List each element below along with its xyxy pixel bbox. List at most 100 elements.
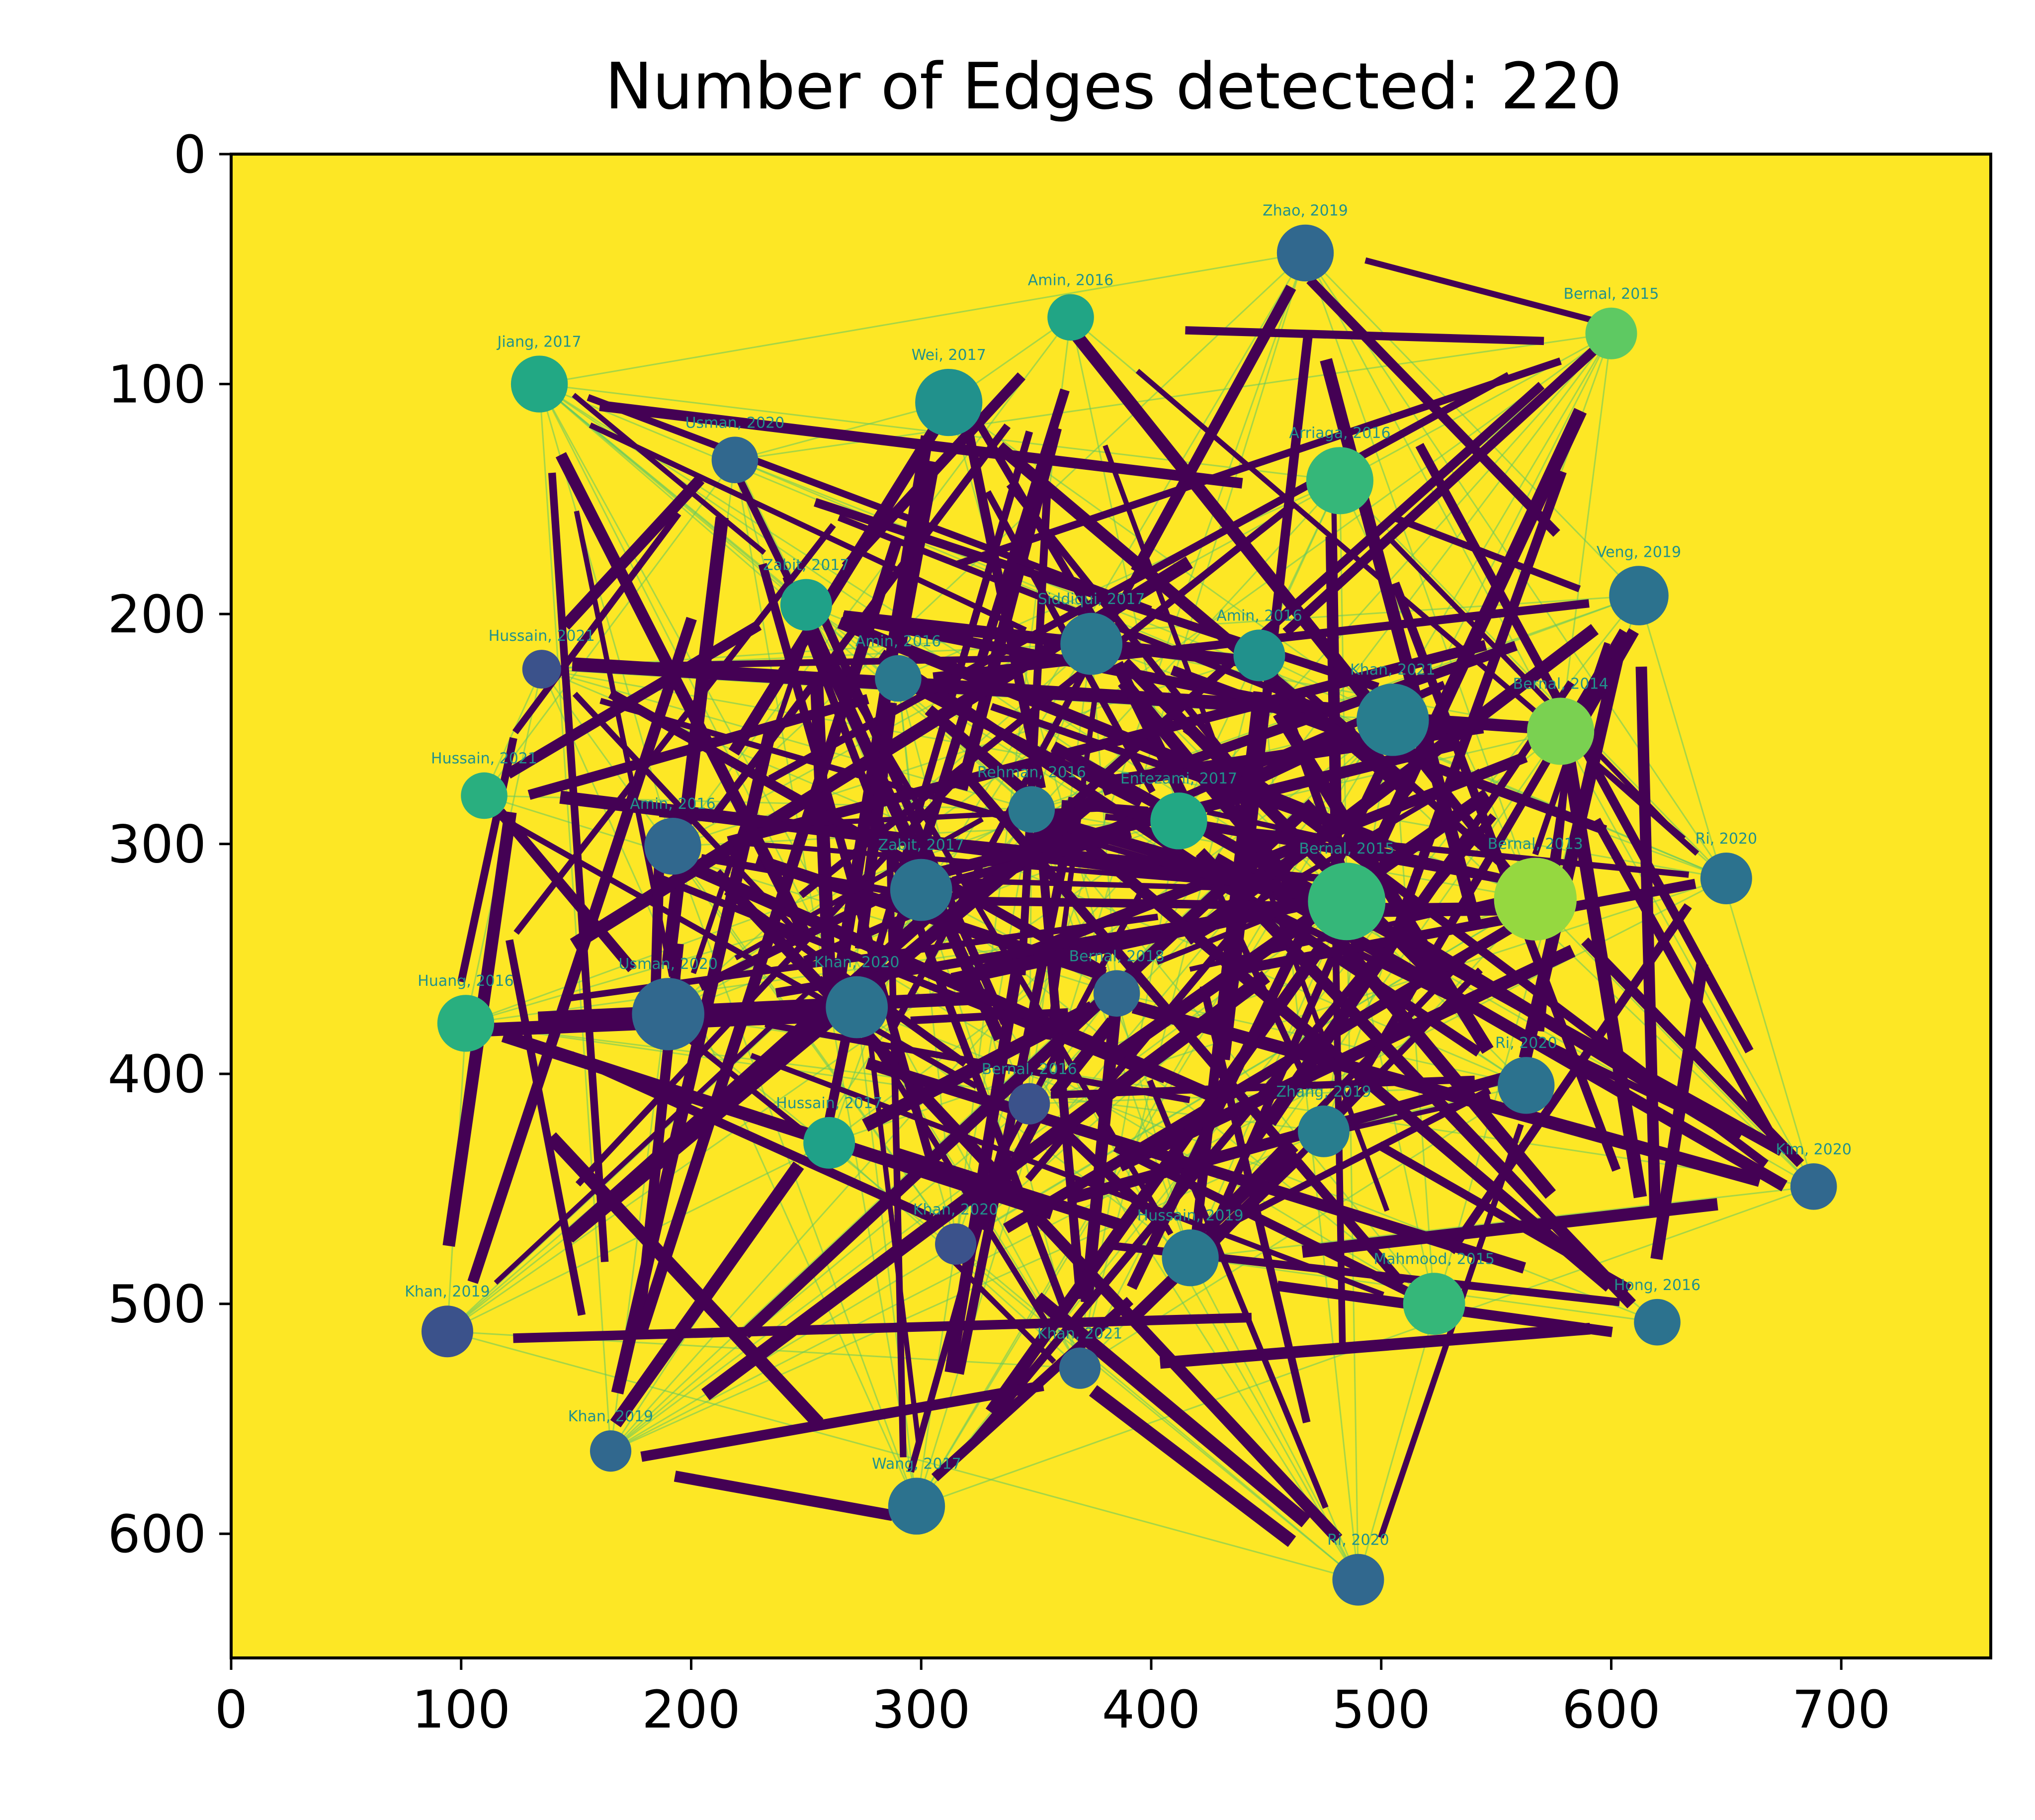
detected-edge — [575, 765, 971, 1187]
network-node — [632, 978, 705, 1050]
detected-edge — [496, 808, 636, 972]
node-label: Amin, 2016 — [855, 633, 941, 650]
detected-edge — [537, 991, 983, 1025]
network-node — [803, 1117, 855, 1169]
detected-edge — [650, 858, 665, 987]
thin-edge — [1560, 333, 1612, 732]
detected-edge — [951, 829, 1132, 885]
detected-edge — [1273, 709, 1494, 1054]
network-node — [915, 368, 983, 436]
thin-edge — [829, 719, 1393, 1144]
thin-edge — [734, 459, 807, 606]
network-node — [1527, 697, 1595, 765]
network-node — [1306, 447, 1374, 515]
x-tick-label: 0 — [215, 1679, 248, 1740]
detected-edge — [527, 694, 869, 800]
axes-frame — [230, 153, 1992, 1659]
node-label: Entezami, 2017 — [1120, 770, 1237, 787]
network-node — [1059, 1347, 1101, 1389]
node-label: Bernal, 2015 — [1299, 840, 1394, 858]
node-label: Hussain, 2021 — [431, 750, 537, 768]
detected-edge — [1519, 639, 1628, 1060]
chart-title: Number of Edges detected: 220 — [605, 50, 1622, 124]
detected-edge — [640, 1381, 1044, 1462]
node-label: Khan, 2021 — [1037, 1325, 1123, 1343]
detected-edge — [610, 1161, 804, 1428]
detected-edge — [1190, 947, 1476, 1243]
detected-edge — [457, 737, 517, 983]
node-label: Wei, 2017 — [912, 347, 986, 364]
y-tick-label: 300 — [107, 814, 206, 875]
x-tick-label: 400 — [1102, 1679, 1201, 1740]
node-label: Zabit, 2017 — [878, 837, 964, 854]
thin-edge — [955, 1243, 1359, 1580]
network-node — [1093, 970, 1140, 1017]
detected-edge — [1195, 848, 1636, 1308]
x-tick-label: 100 — [412, 1679, 510, 1740]
detected-edge — [1301, 1198, 1718, 1258]
x-tick-label: 600 — [1562, 1679, 1661, 1740]
network-node — [522, 650, 561, 689]
network-node — [1308, 863, 1386, 941]
detected-edge — [506, 939, 586, 1316]
network-node — [890, 859, 952, 921]
detected-edge — [728, 419, 944, 756]
node-label: Usman, 2020 — [618, 955, 718, 973]
node-label: Khan, 2021 — [1350, 661, 1436, 679]
node-label: Khan, 2019 — [405, 1283, 490, 1300]
network-node — [1498, 1057, 1555, 1114]
node-label: Wang, 2017 — [872, 1456, 961, 1473]
node-label: Bernal, 2014 — [1513, 675, 1609, 693]
y-tick-label: 400 — [107, 1044, 206, 1105]
network-node — [1047, 294, 1094, 341]
network-node — [1700, 852, 1752, 904]
network-node — [711, 436, 759, 483]
y-tick-label: 600 — [107, 1504, 206, 1564]
x-tick-label: 200 — [642, 1679, 741, 1740]
network-node — [1357, 684, 1429, 756]
network-node — [1332, 1554, 1384, 1606]
node-label: Bernal, 2018 — [1069, 948, 1165, 965]
detected-edge — [956, 357, 1562, 568]
detected-edge — [1072, 333, 1372, 703]
detected-edge — [837, 616, 1378, 845]
detected-edge — [1635, 666, 1661, 1215]
network-node — [1233, 629, 1285, 682]
node-label: Zabit, 2017 — [763, 557, 849, 574]
axes: 0 100 200 300 400 500 600 700 0 100 200 300 400 500 60… — [107, 124, 1992, 1740]
y-tick-label: 0 — [173, 124, 206, 185]
detected-edge — [700, 854, 911, 898]
thin-edge — [1190, 1186, 1814, 1259]
detected-edge — [1032, 1292, 1311, 1528]
network-node — [421, 1305, 473, 1358]
detected-edge — [1650, 963, 1708, 1260]
y-tick-label: 500 — [107, 1274, 206, 1335]
thin-edge — [1560, 731, 1814, 1187]
network-node — [780, 579, 832, 631]
node-label: Siddiqui, 2017 — [1038, 591, 1145, 608]
network-node — [437, 995, 495, 1052]
node-label: Hong, 2016 — [1614, 1277, 1700, 1294]
thin-edge — [672, 317, 1072, 847]
detected-edge — [1395, 515, 1581, 593]
network-node — [1585, 307, 1637, 359]
detected-edge — [1159, 1322, 1591, 1369]
node-label: Rehman, 2016 — [977, 764, 1086, 781]
network-node — [1790, 1163, 1837, 1210]
node-label: Ri, 2020 — [1327, 1532, 1389, 1549]
node-label: Ri, 2020 — [1495, 1035, 1557, 1052]
detected-edge — [1201, 956, 1336, 1248]
network-node — [1009, 1083, 1050, 1125]
detected-edge — [555, 452, 813, 942]
detected-edge — [1089, 1385, 1296, 1547]
network-node — [510, 355, 568, 413]
network-node — [1634, 1299, 1681, 1346]
node-label: Bernal, 2016 — [982, 1061, 1077, 1078]
detected-edge — [690, 642, 807, 974]
detected-edge — [893, 460, 940, 654]
detected-edge — [750, 1053, 1384, 1298]
detected-edge — [1036, 845, 1085, 1300]
plot-area: Zhao, 2019 Amin, 2016 Bernal, 2015 Jiang, 2… — [231, 154, 1991, 1658]
thin-edge — [734, 459, 1393, 721]
detected-edge — [572, 393, 766, 555]
